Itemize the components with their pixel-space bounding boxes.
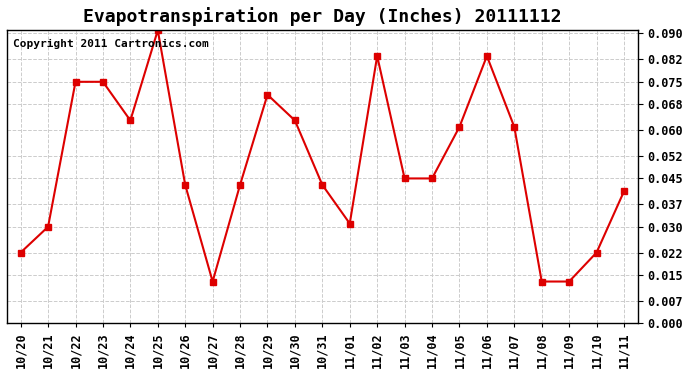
Text: Copyright 2011 Cartronics.com: Copyright 2011 Cartronics.com — [13, 39, 209, 49]
Title: Evapotranspiration per Day (Inches) 20111112: Evapotranspiration per Day (Inches) 2011… — [83, 7, 562, 26]
